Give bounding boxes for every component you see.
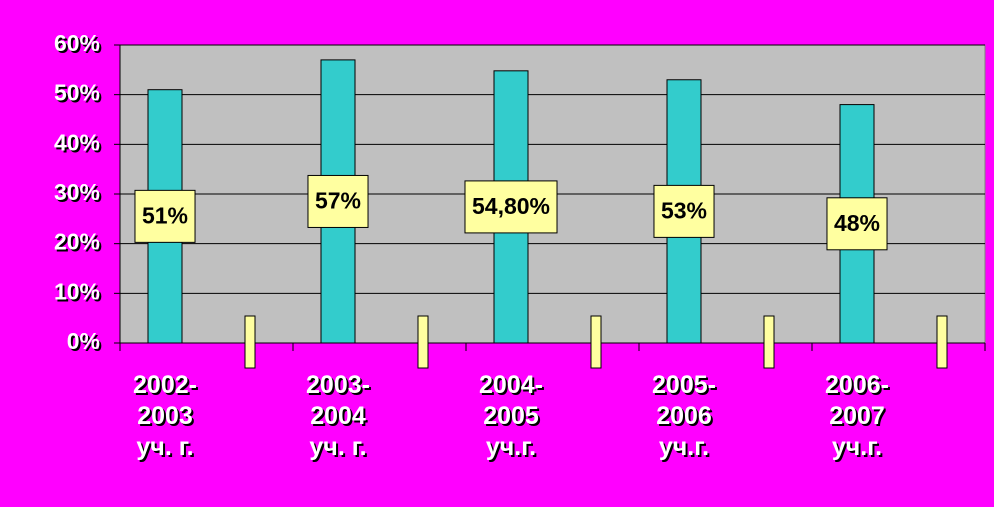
y-tick-label: 10%	[54, 278, 100, 304]
empty-label-box	[244, 315, 256, 369]
y-tick-label: 30%	[54, 179, 100, 205]
value-label: 48%	[834, 210, 880, 236]
empty-label-box	[936, 315, 948, 369]
value-label-box	[826, 197, 888, 251]
x-tick-label: 2002- 2003 уч. г.	[133, 371, 197, 461]
y-tick-label: 20%	[54, 229, 100, 255]
empty-label-box	[763, 315, 775, 369]
value-label: 57%	[315, 188, 361, 214]
y-tick-label: 60%	[54, 30, 100, 56]
x-tick-label: 2006- 2007 уч.г.	[825, 371, 889, 461]
empty-label-box	[590, 315, 602, 369]
x-tick-label: 2005- 2006 уч.г.	[652, 371, 716, 461]
x-tick-label: 2004- 2005 уч.г.	[479, 371, 543, 461]
value-label-box	[464, 180, 558, 234]
value-label-box	[134, 189, 196, 243]
y-tick-label: 40%	[54, 129, 100, 155]
value-label: 53%	[661, 197, 707, 223]
value-label-box	[653, 184, 715, 238]
empty-label-box	[417, 315, 429, 369]
x-tick-label: 2003- 2004 уч. г.	[306, 371, 370, 461]
value-label: 54,80%	[472, 193, 550, 219]
value-label-box	[307, 174, 369, 228]
y-tick-label: 50%	[54, 80, 100, 106]
y-tick-label: 0%	[67, 328, 100, 354]
value-label: 51%	[142, 202, 188, 228]
